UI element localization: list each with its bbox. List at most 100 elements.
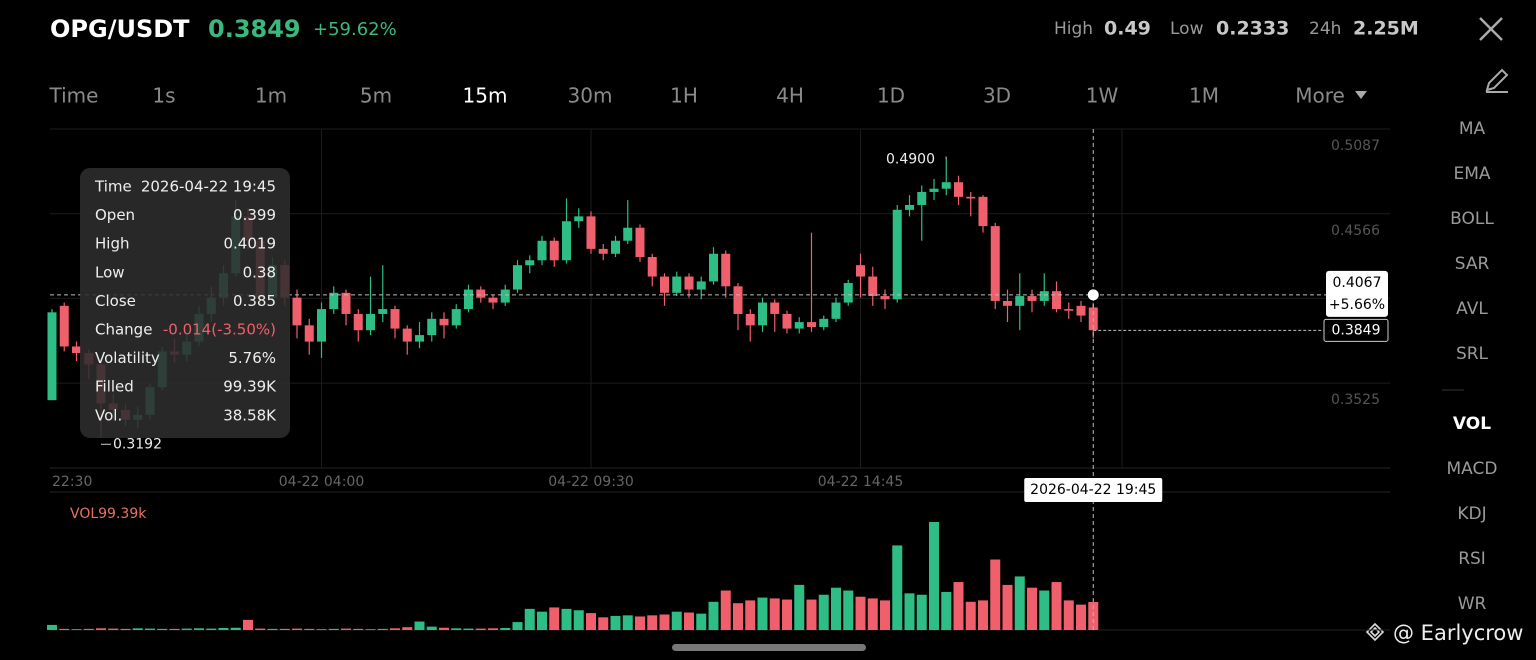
candle-body [1052, 291, 1061, 310]
tooltip-label: Volatility [95, 349, 160, 367]
watermark-icon [1365, 622, 1385, 642]
candle-body [366, 313, 375, 331]
y-tick-label: 0.3525 [1331, 392, 1380, 408]
candle-body [1039, 291, 1049, 301]
volume-label: VOL99.39k [70, 506, 147, 522]
volume-bar [671, 611, 682, 630]
crosshair-price: 0.4067 [1333, 275, 1382, 291]
timeframe-tab[interactable]: 1H [670, 84, 698, 108]
crosshair-time-box [1024, 478, 1163, 502]
volume-bar [463, 628, 474, 630]
watermark: @ Earlycrow [1393, 621, 1523, 645]
tooltip-label: High [95, 235, 129, 253]
timeframe-tab[interactable]: 1D [877, 84, 905, 108]
low-label: Low [1170, 19, 1204, 39]
volume-bar [598, 617, 609, 630]
candle-body [892, 209, 902, 300]
indicator-tab[interactable]: WR [1458, 594, 1487, 614]
candle-body [317, 309, 326, 342]
volume-bar [390, 628, 400, 630]
timeframe-tab[interactable]: 30m [568, 84, 613, 108]
volume-bar [59, 628, 70, 630]
candle-body [721, 253, 731, 287]
volume-bar [132, 628, 143, 630]
volume-bar [1039, 590, 1050, 630]
indicator-tab[interactable]: KDJ [1457, 504, 1486, 524]
high-label: High [1054, 19, 1093, 39]
indicator-tab[interactable]: MACD [1447, 459, 1498, 479]
candle-body [929, 188, 939, 192]
tooltip-value: 38.58K [223, 406, 277, 424]
timeframe-tab[interactable]: 4H [776, 84, 804, 108]
candle-body [672, 276, 682, 293]
indicator-tab[interactable]: SAR [1455, 254, 1490, 274]
last-price-box [1323, 318, 1389, 342]
indicator-tab[interactable]: MA [1459, 119, 1486, 139]
x-tick-label: 04-22 04:00 [279, 474, 364, 490]
volume-bar [316, 629, 327, 630]
volume-bar [880, 600, 890, 630]
indicator-tab[interactable]: EMA [1453, 164, 1490, 184]
candle-body [1076, 305, 1086, 316]
candle-body [611, 240, 620, 254]
candle-body [1015, 296, 1025, 306]
indicator-tab[interactable]: AVL [1456, 299, 1488, 319]
volume-bar [941, 591, 952, 630]
tooltip-label: Low [95, 263, 125, 281]
candle-body [905, 204, 914, 210]
candle-body [537, 240, 547, 261]
close-button[interactable] [1479, 17, 1503, 41]
volume-bar [279, 628, 290, 630]
volume-bar [1002, 584, 1013, 630]
timeframe-tab[interactable]: 3D [983, 84, 1011, 108]
candle-body [917, 191, 927, 205]
indicator-tab[interactable]: SRL [1456, 344, 1489, 364]
candle-body [745, 313, 755, 326]
timeframe-tab[interactable]: 1W [1086, 84, 1119, 108]
y-tick-label: 0.5087 [1331, 138, 1380, 154]
volume-bar [635, 616, 645, 630]
change: +59.62% [313, 19, 397, 40]
candle-body [843, 283, 853, 303]
volume-bar [194, 628, 204, 630]
timeframe-tab[interactable]: 15m [463, 84, 508, 108]
candle-body [390, 309, 400, 329]
more-arrow [1355, 91, 1367, 99]
vol-label: 24h [1309, 19, 1341, 39]
candle-body [427, 318, 437, 336]
timeframe-tab[interactable]: 1M [1189, 84, 1219, 108]
volume-bar [414, 621, 425, 630]
indicator-tab[interactable]: RSI [1458, 549, 1486, 569]
candle-body [966, 196, 976, 199]
volume-bar [929, 522, 939, 630]
tooltip-label: Change [95, 321, 152, 339]
volume-bar [684, 612, 694, 630]
candle-body [856, 265, 865, 277]
volume-bar [806, 599, 817, 630]
volume-bar [292, 628, 302, 630]
timeframe-tab[interactable]: More [1295, 84, 1345, 108]
volume-bar [218, 628, 229, 630]
indicator-tab[interactable]: BOLL [1450, 209, 1494, 229]
timeframe-tab[interactable]: 1m [255, 84, 287, 108]
candle-body [880, 296, 890, 300]
tooltip-value: 0.38 [243, 263, 276, 281]
candle-body [1064, 309, 1074, 311]
candle-body [304, 325, 314, 342]
timeframe-tab[interactable]: 1s [152, 84, 175, 108]
indicator-tab[interactable]: VOL [1453, 414, 1491, 434]
volume-bar [157, 628, 168, 630]
volume-bar [206, 628, 217, 630]
high-annotation: 0.4900 [886, 151, 935, 167]
volume-bar [377, 628, 388, 630]
timeframe-tab[interactable]: Time [49, 84, 99, 108]
draw-button[interactable] [1485, 68, 1509, 93]
candle-body [415, 335, 424, 342]
tooltip-label: Open [95, 206, 135, 224]
volume-bar [586, 613, 596, 630]
candle-body [47, 312, 57, 401]
timeframe-tab[interactable]: 5m [360, 84, 392, 108]
candle-body [451, 309, 461, 326]
candle-body [378, 309, 388, 314]
candle-body [292, 297, 302, 326]
